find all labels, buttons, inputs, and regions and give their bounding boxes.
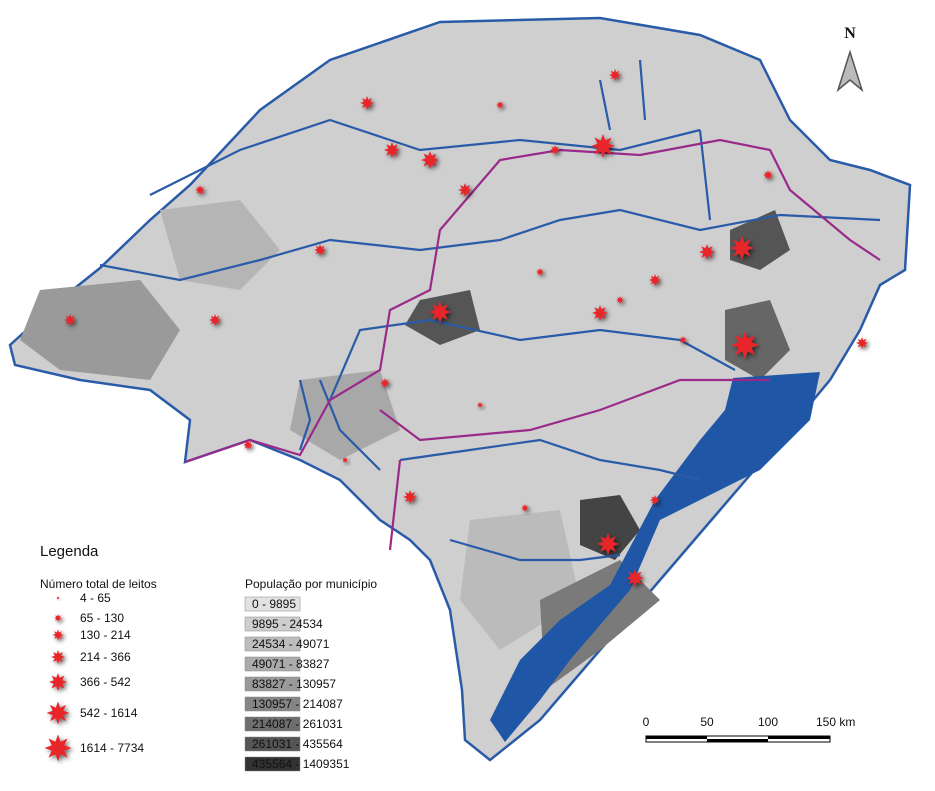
bed-marker <box>763 170 773 180</box>
beds-label: 366 - 542 <box>80 675 131 689</box>
legend-title: Legenda <box>40 543 99 560</box>
bed-marker <box>429 301 451 323</box>
beds-label: 130 - 214 <box>80 628 131 642</box>
population-label: 83827 - 130957 <box>252 677 336 691</box>
bed-marker <box>458 183 472 197</box>
bed-marker <box>550 145 560 155</box>
bed-marker <box>209 314 221 326</box>
population-swatch <box>244 676 301 692</box>
scale-bar <box>645 735 831 743</box>
beds-symbol <box>52 629 64 641</box>
bed-marker <box>342 457 348 463</box>
population-label: 0 - 9895 <box>252 597 296 611</box>
regions <box>184 138 881 551</box>
beds-symbol <box>51 650 65 664</box>
beds-label: 65 - 130 <box>80 611 124 625</box>
beds-label: 1614 - 7734 <box>80 741 144 755</box>
population-swatch <box>244 636 301 652</box>
bed-marker <box>403 490 417 504</box>
scale-label: 150 km <box>816 715 855 729</box>
state <box>8 16 912 762</box>
population-title: População por município <box>245 577 377 591</box>
bed-marker <box>380 378 390 388</box>
bed-marker <box>496 101 504 109</box>
bed-marker <box>699 244 715 260</box>
bed-marker <box>597 533 619 555</box>
bed-marker <box>592 305 608 321</box>
north-arrow: N <box>836 25 864 93</box>
bed-marker <box>856 337 868 349</box>
bed-marker <box>521 504 529 512</box>
beds-title: Número total de leitos <box>40 577 157 591</box>
scale-label: 50 <box>700 715 714 729</box>
beds-symbol <box>44 734 72 762</box>
bed-marker <box>477 402 483 408</box>
bed-marker <box>243 440 253 450</box>
bed-marker <box>626 569 644 587</box>
population-swatch <box>244 656 301 672</box>
population-label: 9895 - 24534 <box>252 617 323 631</box>
scale-label: 100 <box>758 715 778 729</box>
bed-marker <box>609 69 621 81</box>
population-label: 261031 - 435564 <box>252 737 343 751</box>
beds-label: 4 - 65 <box>80 591 111 605</box>
bed-marker <box>421 151 439 169</box>
bed-marker <box>649 274 661 286</box>
population-swatch <box>244 596 301 612</box>
scale-label: 0 <box>643 715 650 729</box>
population-swatch <box>244 716 301 732</box>
beds-label: 214 - 366 <box>80 650 131 664</box>
population-swatch <box>244 736 301 752</box>
population-label: 130957 - 214087 <box>252 697 343 711</box>
bed-markers <box>64 69 868 587</box>
bed-marker <box>679 336 687 344</box>
legend: 4 - 65 65 - 130 130 - 214 214 - 366 366 - 54… <box>44 591 855 772</box>
population-label: 49071 - 83827 <box>252 657 330 671</box>
bed-marker <box>616 296 624 304</box>
beds-symbol <box>54 614 62 622</box>
bed-marker <box>384 142 400 158</box>
bed-marker <box>731 331 759 359</box>
bed-marker <box>64 314 76 326</box>
bed-marker <box>360 96 374 110</box>
population-label: 214087 - 261031 <box>252 717 343 731</box>
population-swatch <box>244 616 301 632</box>
bed-marker <box>536 268 544 276</box>
population-label: 24534 - 49071 <box>252 637 330 651</box>
bed-marker <box>591 134 615 158</box>
population-swatch <box>244 696 301 712</box>
bed-marker <box>650 495 660 505</box>
beds-symbol <box>49 673 67 691</box>
bed-marker <box>730 236 754 260</box>
lagoon <box>490 372 820 742</box>
population-label: 435564 - 1409351 <box>252 757 350 771</box>
north-label: N <box>844 25 856 42</box>
beds-symbol <box>56 596 60 600</box>
bed-marker <box>195 185 205 195</box>
bed-marker <box>314 244 326 256</box>
beds-symbol <box>46 701 70 725</box>
population-swatch <box>244 756 301 772</box>
beds-label: 542 - 1614 <box>80 706 138 720</box>
